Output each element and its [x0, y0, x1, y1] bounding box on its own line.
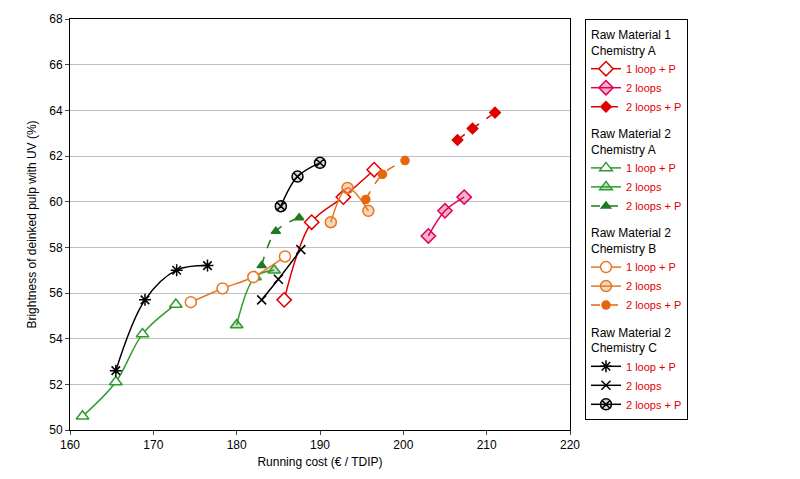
svg-text:50: 50: [49, 423, 63, 437]
svg-text:66: 66: [49, 58, 63, 72]
svg-text:220: 220: [560, 438, 580, 452]
svg-text:2 loops: 2 loops: [626, 380, 662, 392]
svg-text:Raw Material 2Chemistry C: Raw Material 2Chemistry C: [591, 326, 671, 356]
svg-text:2 loops: 2 loops: [626, 181, 662, 193]
svg-text:1 loop + P: 1 loop + P: [626, 63, 676, 75]
svg-text:62: 62: [49, 149, 63, 163]
svg-text:60: 60: [49, 195, 63, 209]
svg-text:52: 52: [49, 378, 63, 392]
svg-text:56: 56: [49, 286, 63, 300]
svg-text:Running cost (€ / TDIP): Running cost (€ / TDIP): [257, 455, 382, 469]
svg-text:2 loops: 2 loops: [626, 280, 662, 292]
svg-text:68: 68: [49, 12, 63, 26]
svg-text:54: 54: [49, 332, 63, 346]
svg-text:Raw Material 2Chemistry A: Raw Material 2Chemistry A: [591, 127, 671, 157]
svg-text:170: 170: [143, 438, 163, 452]
svg-text:1 loop + P: 1 loop + P: [626, 261, 676, 273]
svg-text:64: 64: [49, 104, 63, 118]
svg-text:190: 190: [310, 438, 330, 452]
svg-text:2 loops + P: 2 loops + P: [626, 200, 681, 212]
svg-text:1 loop + P: 1 loop + P: [626, 162, 676, 174]
svg-text:160: 160: [60, 438, 80, 452]
svg-text:2 loops: 2 loops: [626, 82, 662, 94]
svg-text:2 loops + P: 2 loops + P: [626, 299, 681, 311]
svg-text:Raw Material 2Chemistry B: Raw Material 2Chemistry B: [591, 226, 671, 256]
svg-text:200: 200: [393, 438, 413, 452]
svg-text:Raw Material 1Chemistry A: Raw Material 1Chemistry A: [591, 28, 671, 58]
svg-text:58: 58: [49, 241, 63, 255]
svg-text:2 loops + P: 2 loops + P: [626, 399, 681, 411]
svg-text:Brightness of deinked pulp wit: Brightness of deinked pulp with UV (%): [25, 120, 39, 328]
svg-text:180: 180: [227, 438, 247, 452]
svg-text:2 loops + P: 2 loops + P: [626, 101, 681, 113]
svg-text:210: 210: [477, 438, 497, 452]
svg-text:1 loop + P: 1 loop + P: [626, 361, 676, 373]
